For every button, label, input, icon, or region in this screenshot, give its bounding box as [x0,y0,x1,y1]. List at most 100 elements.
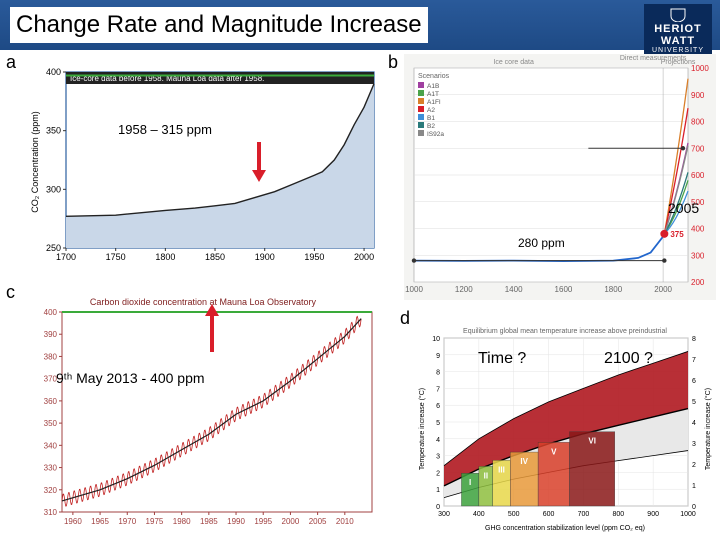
svg-text:IS92a: IS92a [427,131,444,138]
panel-b-label: b [388,52,398,73]
annot-d-time: Time ? [478,350,526,368]
svg-text:300: 300 [438,511,450,518]
page-title: Change Rate and Magnitude Increase [10,7,428,43]
svg-text:375: 375 [670,230,684,239]
svg-text:A1FI: A1FI [427,99,441,106]
svg-text:1965: 1965 [91,517,109,526]
chart-a: Ice-core data before 1958. Mauna Loa dat… [26,54,380,270]
svg-text:310: 310 [44,508,58,517]
svg-text:800: 800 [691,118,705,127]
svg-text:400: 400 [691,225,705,234]
svg-text:600: 600 [543,511,555,518]
svg-text:300: 300 [46,184,61,194]
svg-text:320: 320 [44,486,58,495]
svg-text:400: 400 [473,511,485,518]
svg-text:1200: 1200 [455,285,473,294]
svg-text:9: 9 [436,353,440,360]
svg-text:400: 400 [44,308,58,317]
svg-text:8: 8 [692,336,696,343]
svg-text:5: 5 [436,420,440,427]
svg-text:4: 4 [692,420,696,427]
svg-text:Projections: Projections [661,59,696,66]
svg-text:1800: 1800 [604,285,622,294]
svg-text:3: 3 [692,441,696,448]
svg-text:600: 600 [691,171,705,180]
svg-text:330: 330 [44,464,58,473]
svg-text:1950: 1950 [304,252,324,262]
chart-d: Equilibrium global mean temperature incr… [414,324,716,534]
svg-text:GHG concentration stabilizatio: GHG concentration stabilization level (p… [485,525,645,532]
svg-text:1750: 1750 [106,252,126,262]
svg-text:350: 350 [46,126,61,136]
svg-text:3: 3 [436,454,440,461]
svg-text:Equilibrium global mean temper: Equilibrium global mean temperature incr… [463,328,667,335]
svg-text:1970: 1970 [118,517,136,526]
svg-text:200: 200 [691,278,705,287]
panel-c-label: c [6,282,15,303]
svg-text:B2: B2 [427,123,435,130]
svg-text:1985: 1985 [200,517,218,526]
annot-d-2100: 2100 ? [604,350,653,368]
svg-text:Temperature increase (°C): Temperature increase (°C) [418,388,426,470]
svg-text:Temperature increase (°C): Temperature increase (°C) [704,388,712,470]
svg-text:6: 6 [436,403,440,410]
svg-text:400: 400 [46,67,61,77]
svg-text:380: 380 [44,352,58,361]
red-arrow-a [250,142,268,182]
svg-text:0: 0 [436,504,440,511]
svg-text:5: 5 [692,399,696,406]
svg-text:0: 0 [692,504,696,511]
annot-a: 1958 – 315 ppm [118,122,212,137]
svg-text:III: III [498,465,505,474]
svg-text:VI: VI [588,437,596,446]
svg-text:390: 390 [44,330,58,339]
red-arrow-c [203,304,221,352]
svg-text:1000: 1000 [405,285,423,294]
svg-text:1990: 1990 [227,517,245,526]
svg-text:A2: A2 [427,107,435,114]
svg-text:360: 360 [44,397,58,406]
svg-text:1: 1 [436,487,440,494]
svg-text:7: 7 [692,357,696,364]
svg-text:A1T: A1T [427,91,439,98]
svg-text:10: 10 [432,336,440,343]
svg-text:2000: 2000 [654,285,672,294]
svg-text:B1: B1 [427,115,435,122]
svg-text:1600: 1600 [555,285,573,294]
svg-text:800: 800 [612,511,624,518]
svg-text:2010: 2010 [336,517,354,526]
svg-text:2000: 2000 [354,252,374,262]
svg-text:1400: 1400 [505,285,523,294]
svg-text:IV: IV [520,457,528,466]
annot-b-280: 280 ppm [518,236,565,250]
svg-text:4: 4 [436,437,440,444]
svg-text:1700: 1700 [56,252,76,262]
svg-text:1000: 1000 [680,511,696,518]
annot-c: 9ᵗʰ May 2013 - 400 ppm [56,370,205,386]
svg-text:340: 340 [44,441,58,450]
svg-text:1960: 1960 [64,517,82,526]
svg-text:700: 700 [691,144,705,153]
svg-text:300: 300 [691,251,705,260]
panel-d-label: d [400,308,410,329]
shield-icon [669,8,687,22]
svg-text:A1B: A1B [427,83,439,90]
svg-text:500: 500 [508,511,520,518]
svg-text:CO₂ Concentration (ppm): CO₂ Concentration (ppm) [30,111,40,213]
svg-text:1850: 1850 [205,252,225,262]
svg-text:6: 6 [692,378,696,385]
svg-text:1900: 1900 [255,252,275,262]
chart-b: 2003004005006007008009001000100012001400… [404,54,716,300]
svg-text:I: I [469,478,471,487]
svg-text:7: 7 [436,386,440,393]
svg-text:2005: 2005 [309,517,327,526]
svg-text:900: 900 [647,511,659,518]
svg-text:1980: 1980 [173,517,191,526]
svg-text:Ice core data: Ice core data [493,59,534,66]
panel-a-label: a [6,52,16,73]
svg-text:1: 1 [692,483,696,490]
title-bar: Change Rate and Magnitude Increase HERIO… [0,0,720,50]
svg-text:350: 350 [44,419,58,428]
svg-text:8: 8 [436,370,440,377]
svg-text:2: 2 [436,470,440,477]
